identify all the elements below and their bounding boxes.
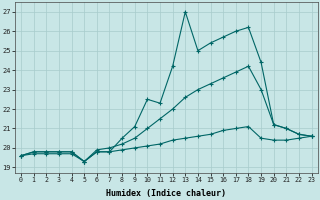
X-axis label: Humidex (Indice chaleur): Humidex (Indice chaleur): [106, 189, 226, 198]
